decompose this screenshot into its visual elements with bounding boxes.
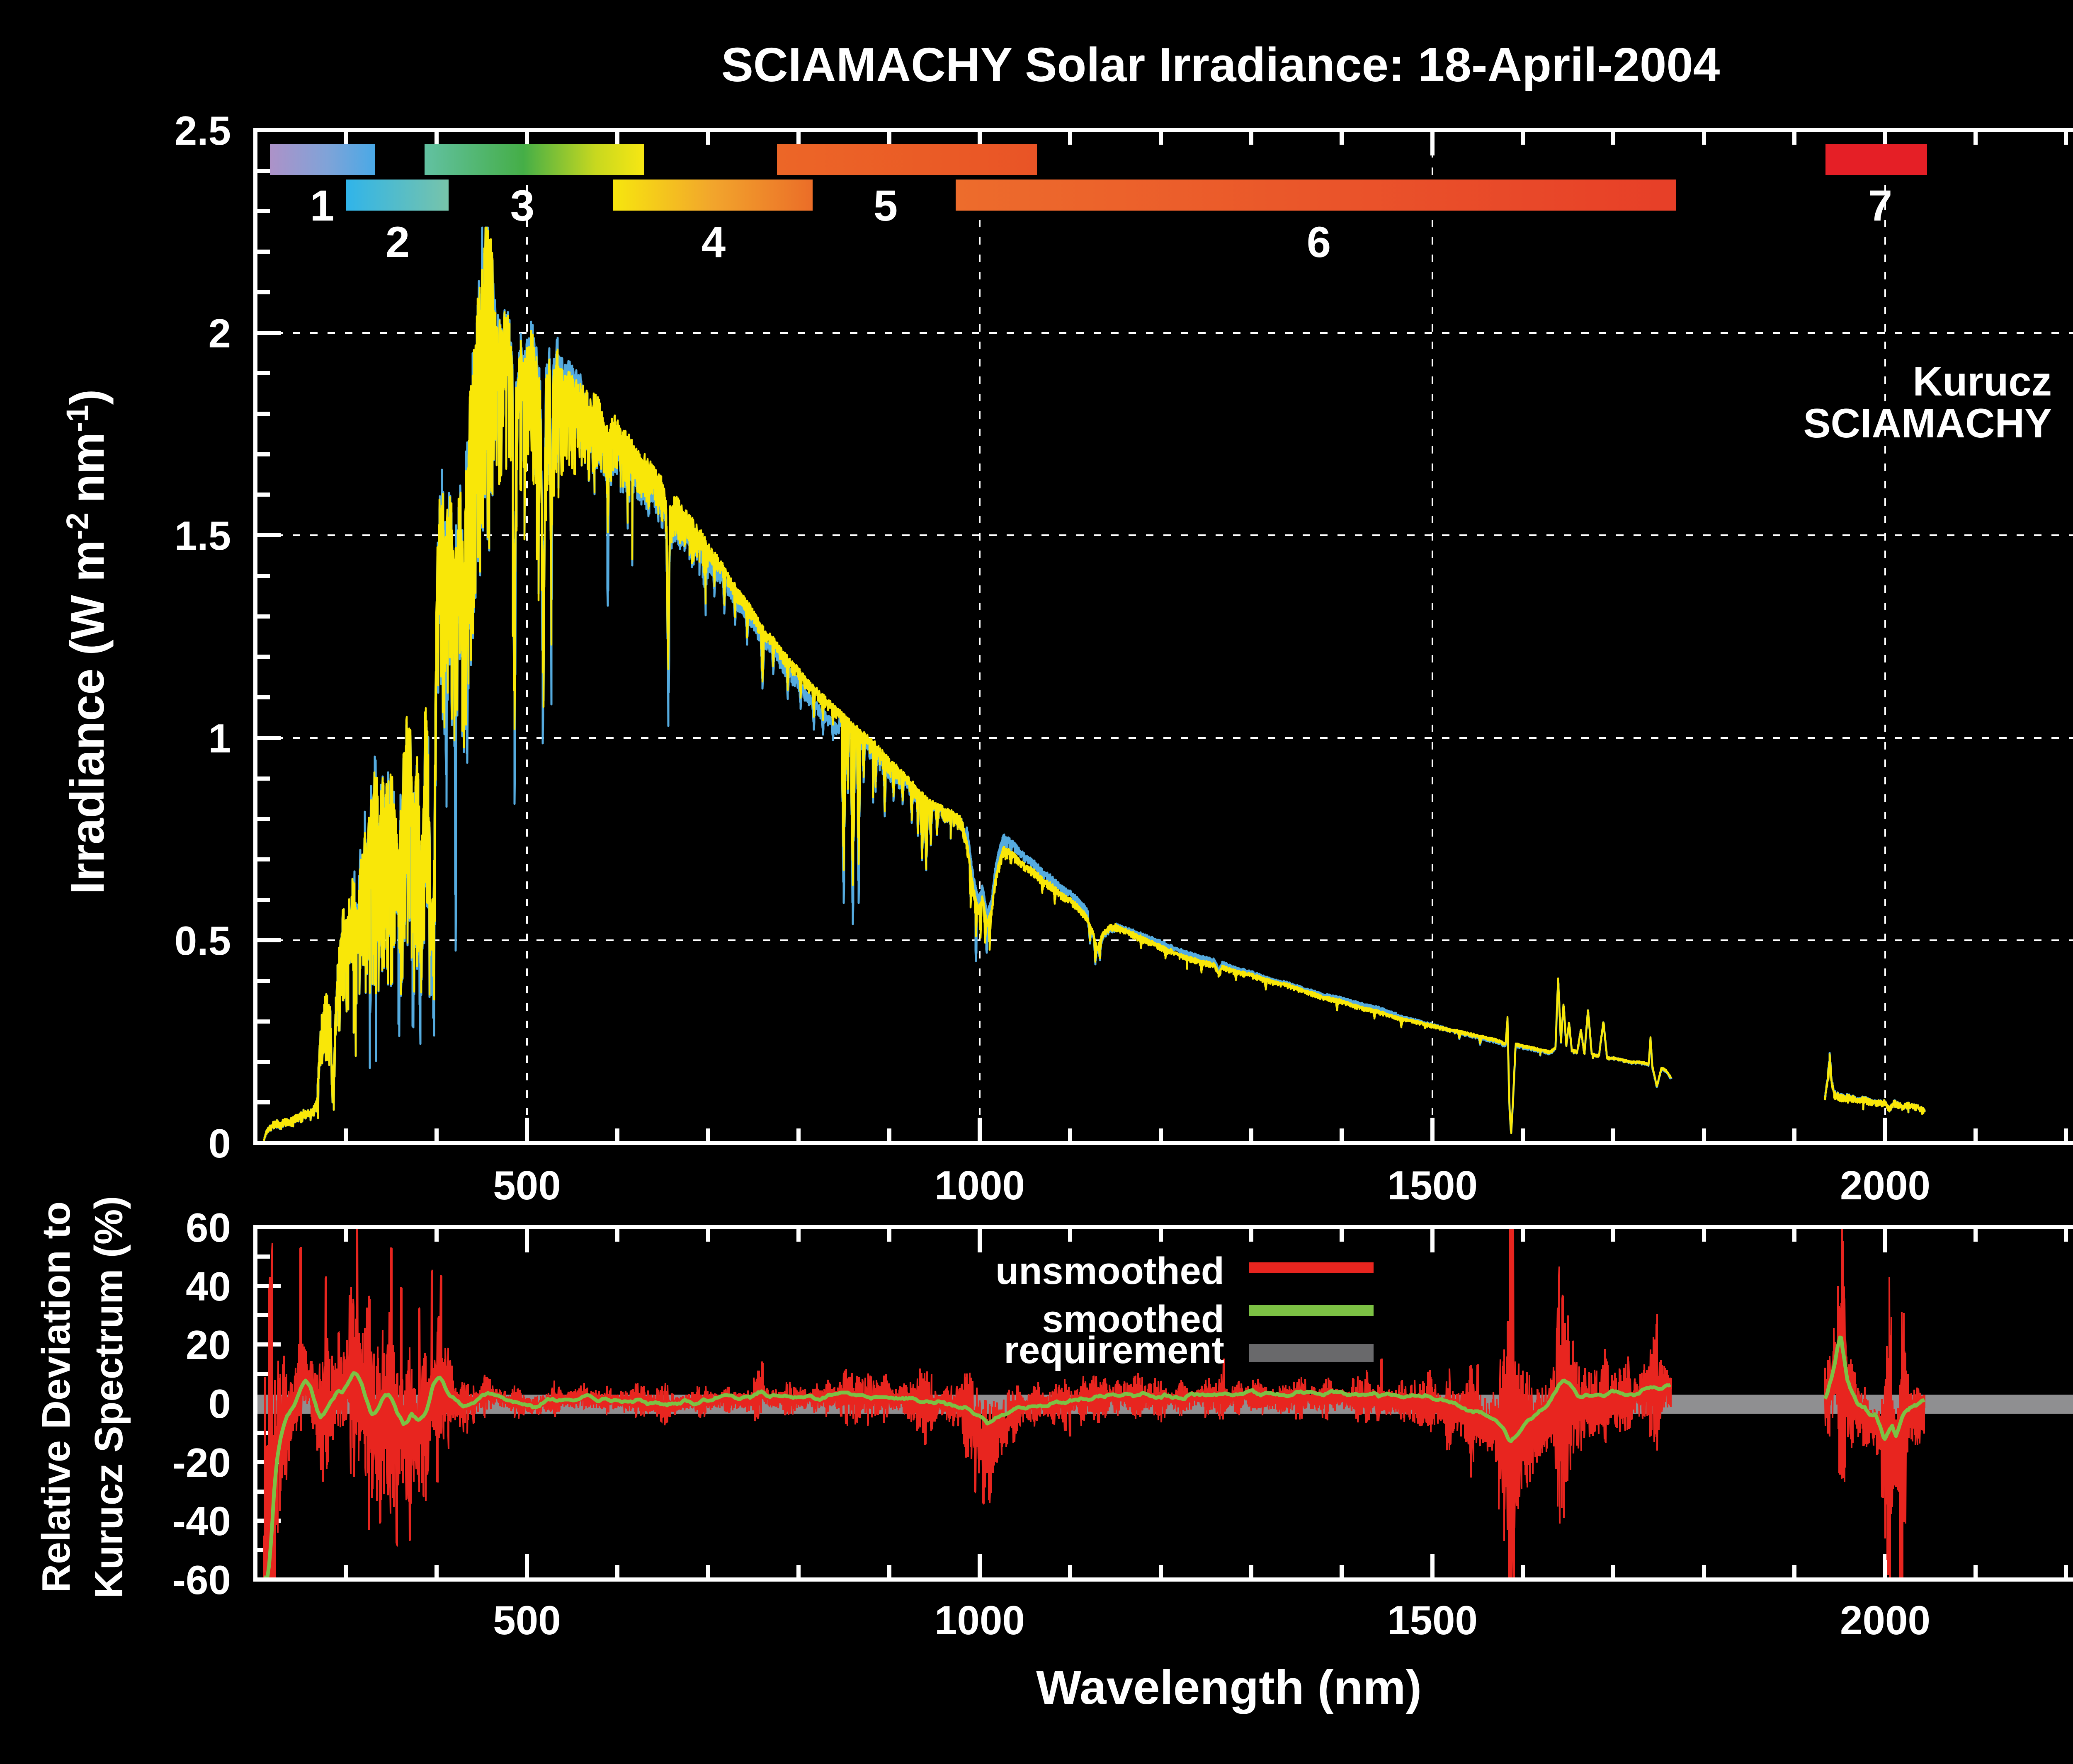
svg-text:smoothed: smoothed xyxy=(1042,1298,1224,1340)
svg-text:7: 7 xyxy=(1868,182,1892,230)
svg-text:40: 40 xyxy=(186,1264,231,1309)
svg-text:1: 1 xyxy=(208,716,231,761)
svg-text:4: 4 xyxy=(702,218,726,267)
svg-text:2.5: 2.5 xyxy=(175,108,231,153)
svg-text:requirement: requirement xyxy=(1004,1329,1224,1371)
svg-text:0.5: 0.5 xyxy=(175,918,231,963)
svg-text:60: 60 xyxy=(186,1205,231,1250)
svg-text:Kurucz: Kurucz xyxy=(1913,358,2052,404)
svg-text:SCIAMACHY: SCIAMACHY xyxy=(1803,400,2052,446)
svg-text:2000: 2000 xyxy=(1840,1162,1930,1208)
svg-text:1000: 1000 xyxy=(935,1597,1025,1643)
svg-text:1: 1 xyxy=(310,182,334,230)
svg-text:unsmoothed: unsmoothed xyxy=(995,1250,1224,1292)
svg-text:0: 0 xyxy=(208,1121,231,1166)
svg-text:-60: -60 xyxy=(172,1557,231,1603)
svg-text:-40: -40 xyxy=(172,1498,231,1544)
svg-text:Kurucz Spectrum (%): Kurucz Spectrum (%) xyxy=(87,1196,131,1599)
svg-text:1000: 1000 xyxy=(935,1162,1025,1208)
svg-text:SCIAMACHY Solar Irradiance: 18: SCIAMACHY Solar Irradiance: 18-April-200… xyxy=(721,38,1720,92)
svg-text:Irradiance (W m-2 nm-1): Irradiance (W m-2 nm-1) xyxy=(60,389,114,895)
svg-text:1500: 1500 xyxy=(1387,1162,1478,1208)
svg-text:1.5: 1.5 xyxy=(175,513,231,558)
svg-text:0: 0 xyxy=(208,1381,231,1427)
svg-text:3: 3 xyxy=(510,182,534,230)
svg-text:2: 2 xyxy=(208,311,231,356)
svg-text:2000: 2000 xyxy=(1840,1597,1930,1643)
svg-text:500: 500 xyxy=(493,1597,561,1643)
svg-text:6: 6 xyxy=(1307,218,1331,267)
svg-text:-20: -20 xyxy=(172,1440,231,1485)
svg-text:1500: 1500 xyxy=(1387,1597,1478,1643)
svg-text:Relative Deviation to: Relative Deviation to xyxy=(34,1201,78,1593)
svg-text:2: 2 xyxy=(386,218,410,267)
svg-text:20: 20 xyxy=(186,1322,231,1368)
svg-text:500: 500 xyxy=(493,1162,561,1208)
svg-text:5: 5 xyxy=(874,182,898,230)
svg-text:Wavelength (nm): Wavelength (nm) xyxy=(1036,1660,1422,1714)
